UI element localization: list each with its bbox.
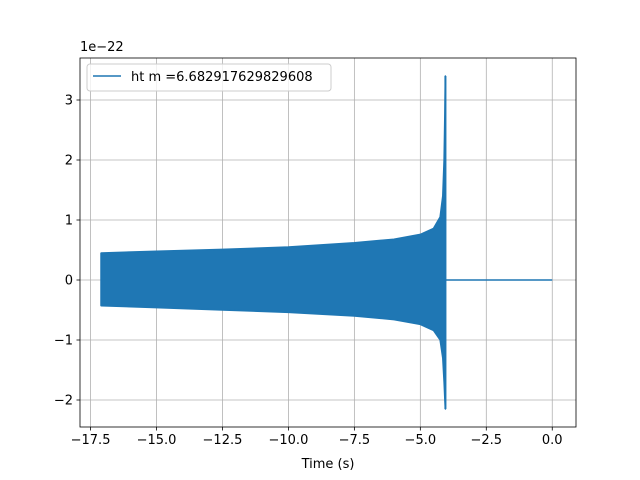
y-tick-label: −1 — [54, 334, 73, 349]
legend-label: ht m =6.682917629829608 — [131, 70, 313, 85]
x-tick-label: −5.0 — [405, 433, 437, 448]
x-tick-label: −17.5 — [71, 433, 111, 448]
waveform-envelope — [100, 75, 447, 410]
grid — [80, 58, 576, 427]
x-tick-label: −10.0 — [269, 433, 309, 448]
legend-box — [86, 63, 332, 92]
x-axis-label: Time (s) — [301, 457, 355, 472]
y-tick-label: 3 — [65, 94, 73, 109]
y-tick-label: 2 — [65, 154, 73, 169]
legend: ht m =6.682917629829608 — [86, 63, 332, 92]
y-tick-label: 0 — [65, 274, 73, 289]
ticks: −17.5 −15.0 −12.5 −10.0 −7.5 −5.0 −2.5 0.0 −2 −1 0… — [54, 94, 563, 449]
x-tick-label: −12.5 — [203, 433, 243, 448]
x-tick-label: −7.5 — [339, 433, 371, 448]
x-tick-label: −15.0 — [137, 433, 177, 448]
y-tick-label: 1 — [65, 214, 73, 229]
series-layer — [100, 75, 553, 410]
x-tick-label: −2.5 — [471, 433, 503, 448]
plot-frame — [79, 57, 577, 428]
y-offset-text: 1e−22 — [80, 40, 124, 55]
x-tick-label: 0.0 — [542, 433, 563, 448]
y-tick-label: −2 — [54, 394, 73, 409]
